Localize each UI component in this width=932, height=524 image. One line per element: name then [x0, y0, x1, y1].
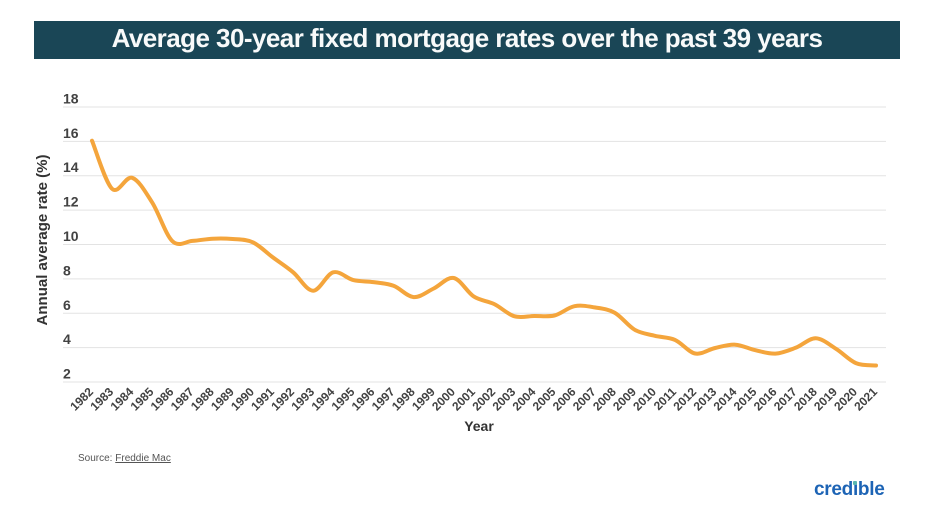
svg-text:6: 6 — [63, 297, 71, 313]
svg-text:10: 10 — [63, 228, 79, 244]
svg-text:2021: 2021 — [851, 384, 880, 413]
svg-text:16: 16 — [63, 125, 79, 141]
svg-text:2: 2 — [63, 366, 71, 382]
svg-text:8: 8 — [63, 262, 71, 278]
svg-text:4: 4 — [63, 331, 71, 347]
svg-text:18: 18 — [63, 91, 79, 107]
svg-text:Year: Year — [464, 418, 494, 434]
svg-text:Annual average rate (%): Annual average rate (%) — [34, 155, 51, 326]
svg-text:12: 12 — [63, 194, 79, 210]
svg-text:14: 14 — [63, 159, 79, 175]
